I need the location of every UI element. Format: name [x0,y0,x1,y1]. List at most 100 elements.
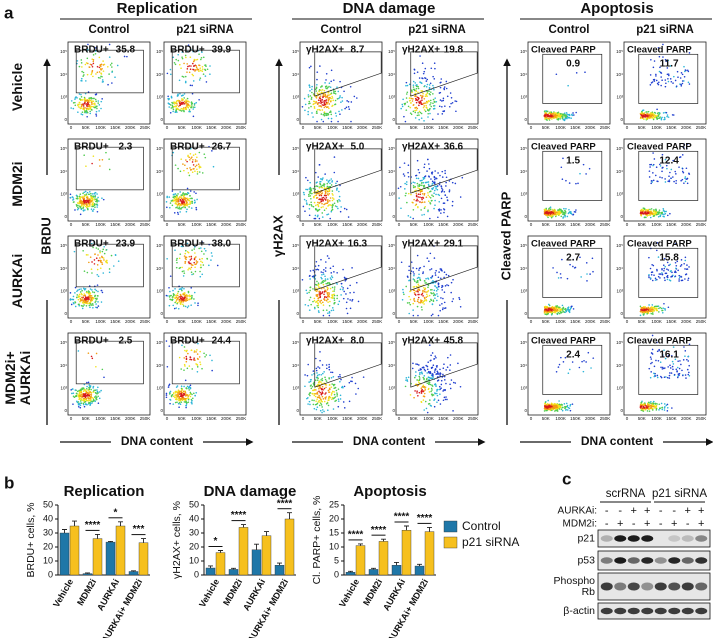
x-tick-label: 100K [651,125,662,130]
flow-dot [447,356,449,359]
flow-dot [426,372,429,374]
flow-dot [327,389,330,392]
flow-dot [108,168,111,171]
flow-dot [419,100,422,103]
flow-dot [427,108,429,111]
flow-dot [175,300,177,303]
flow-dot [175,396,178,398]
flow-dot [110,254,113,257]
flow-dot [92,397,95,400]
flow-dot [338,198,340,201]
flow-dot [446,95,449,98]
flow-dot [649,211,652,214]
flow-dot [165,294,168,297]
y-tick-label: 10⁵ [388,49,395,54]
flow-dot [404,194,407,197]
flow-dot [94,203,96,206]
flow-dot [80,93,82,96]
flow-dot [671,114,674,116]
flow-dot [653,60,656,62]
flow-dot [436,388,438,391]
flow-dot [420,102,422,104]
flow-dot [331,307,334,309]
flow-dot [428,86,431,89]
flow-dot [446,196,448,199]
flow-dot [94,297,97,300]
x-tick-label: 50K [314,125,322,130]
y-tick-label: 10⁴ [292,363,299,368]
flow-dot [78,304,81,307]
flow-dot [170,394,173,397]
y-axis-label: γH2AX [270,215,285,257]
flow-dot [83,393,86,395]
flow-dot [189,158,191,161]
flow-dot [180,368,183,370]
flow-dot [176,261,178,264]
flow-dot [333,198,335,200]
flow-dot [181,199,184,201]
flow-dot [88,302,90,305]
flow-dot [325,101,328,104]
flow-dot [406,84,409,87]
flow-dot [192,80,195,82]
y-tick-label: 10⁵ [156,340,163,345]
y-tick-label: 10⁴ [156,266,163,271]
flow-dot [342,401,345,403]
y-tick-label: 0 [296,408,299,413]
flow-dot [334,386,337,389]
flow-dot [349,299,351,301]
flow-dot [180,203,182,205]
flow-dot [683,143,686,146]
flow-dot [423,265,425,268]
flow-dot [87,205,90,208]
flow-dot [319,97,322,100]
flow-dot [94,52,97,55]
flow-dot [409,106,412,109]
flow-dot [334,396,337,398]
flow-dot [313,297,316,300]
flow-dot [177,59,180,62]
flow-dot [176,401,178,403]
x-tick-label: 200K [221,125,232,130]
gate [171,49,240,94]
flow-dot [97,248,100,250]
flow-dot [318,396,321,399]
flow-dot [83,270,86,272]
flow-dot [182,392,185,395]
flow-dot [92,399,95,402]
flow-dot [319,359,321,362]
column-header: Control [321,24,362,36]
x-tick-label: 50K [178,416,186,421]
gate [410,148,478,194]
flow-dot [96,206,98,208]
flow-dot [648,214,650,216]
flow-dot [640,116,642,118]
flow-dot [438,209,441,212]
flow-dot [573,114,575,116]
flow-dot [434,199,436,202]
flow-dot [434,355,437,357]
flow-dot [316,379,319,381]
flow-dot [312,288,314,290]
flow-dot [339,394,342,397]
flow-dot [182,303,184,306]
flow-dot [573,210,576,213]
flow-dot [209,65,211,67]
flow-dot [338,300,341,303]
flow-dot [72,196,74,199]
flow-dot [652,179,655,182]
flow-dot [172,289,174,292]
gate-label: BRDU+ [170,45,205,56]
flow-dot [333,391,335,393]
flow-dot [425,298,427,301]
flow-dot [192,106,195,108]
flow-dot [428,176,431,178]
flow-dot [660,117,663,120]
flow-dot [461,176,464,179]
flow-dot [316,402,319,405]
y-tick-label: 10³ [388,289,395,294]
flow-dot [427,387,430,390]
flow-dot [347,298,349,300]
flow-dot [437,282,440,284]
